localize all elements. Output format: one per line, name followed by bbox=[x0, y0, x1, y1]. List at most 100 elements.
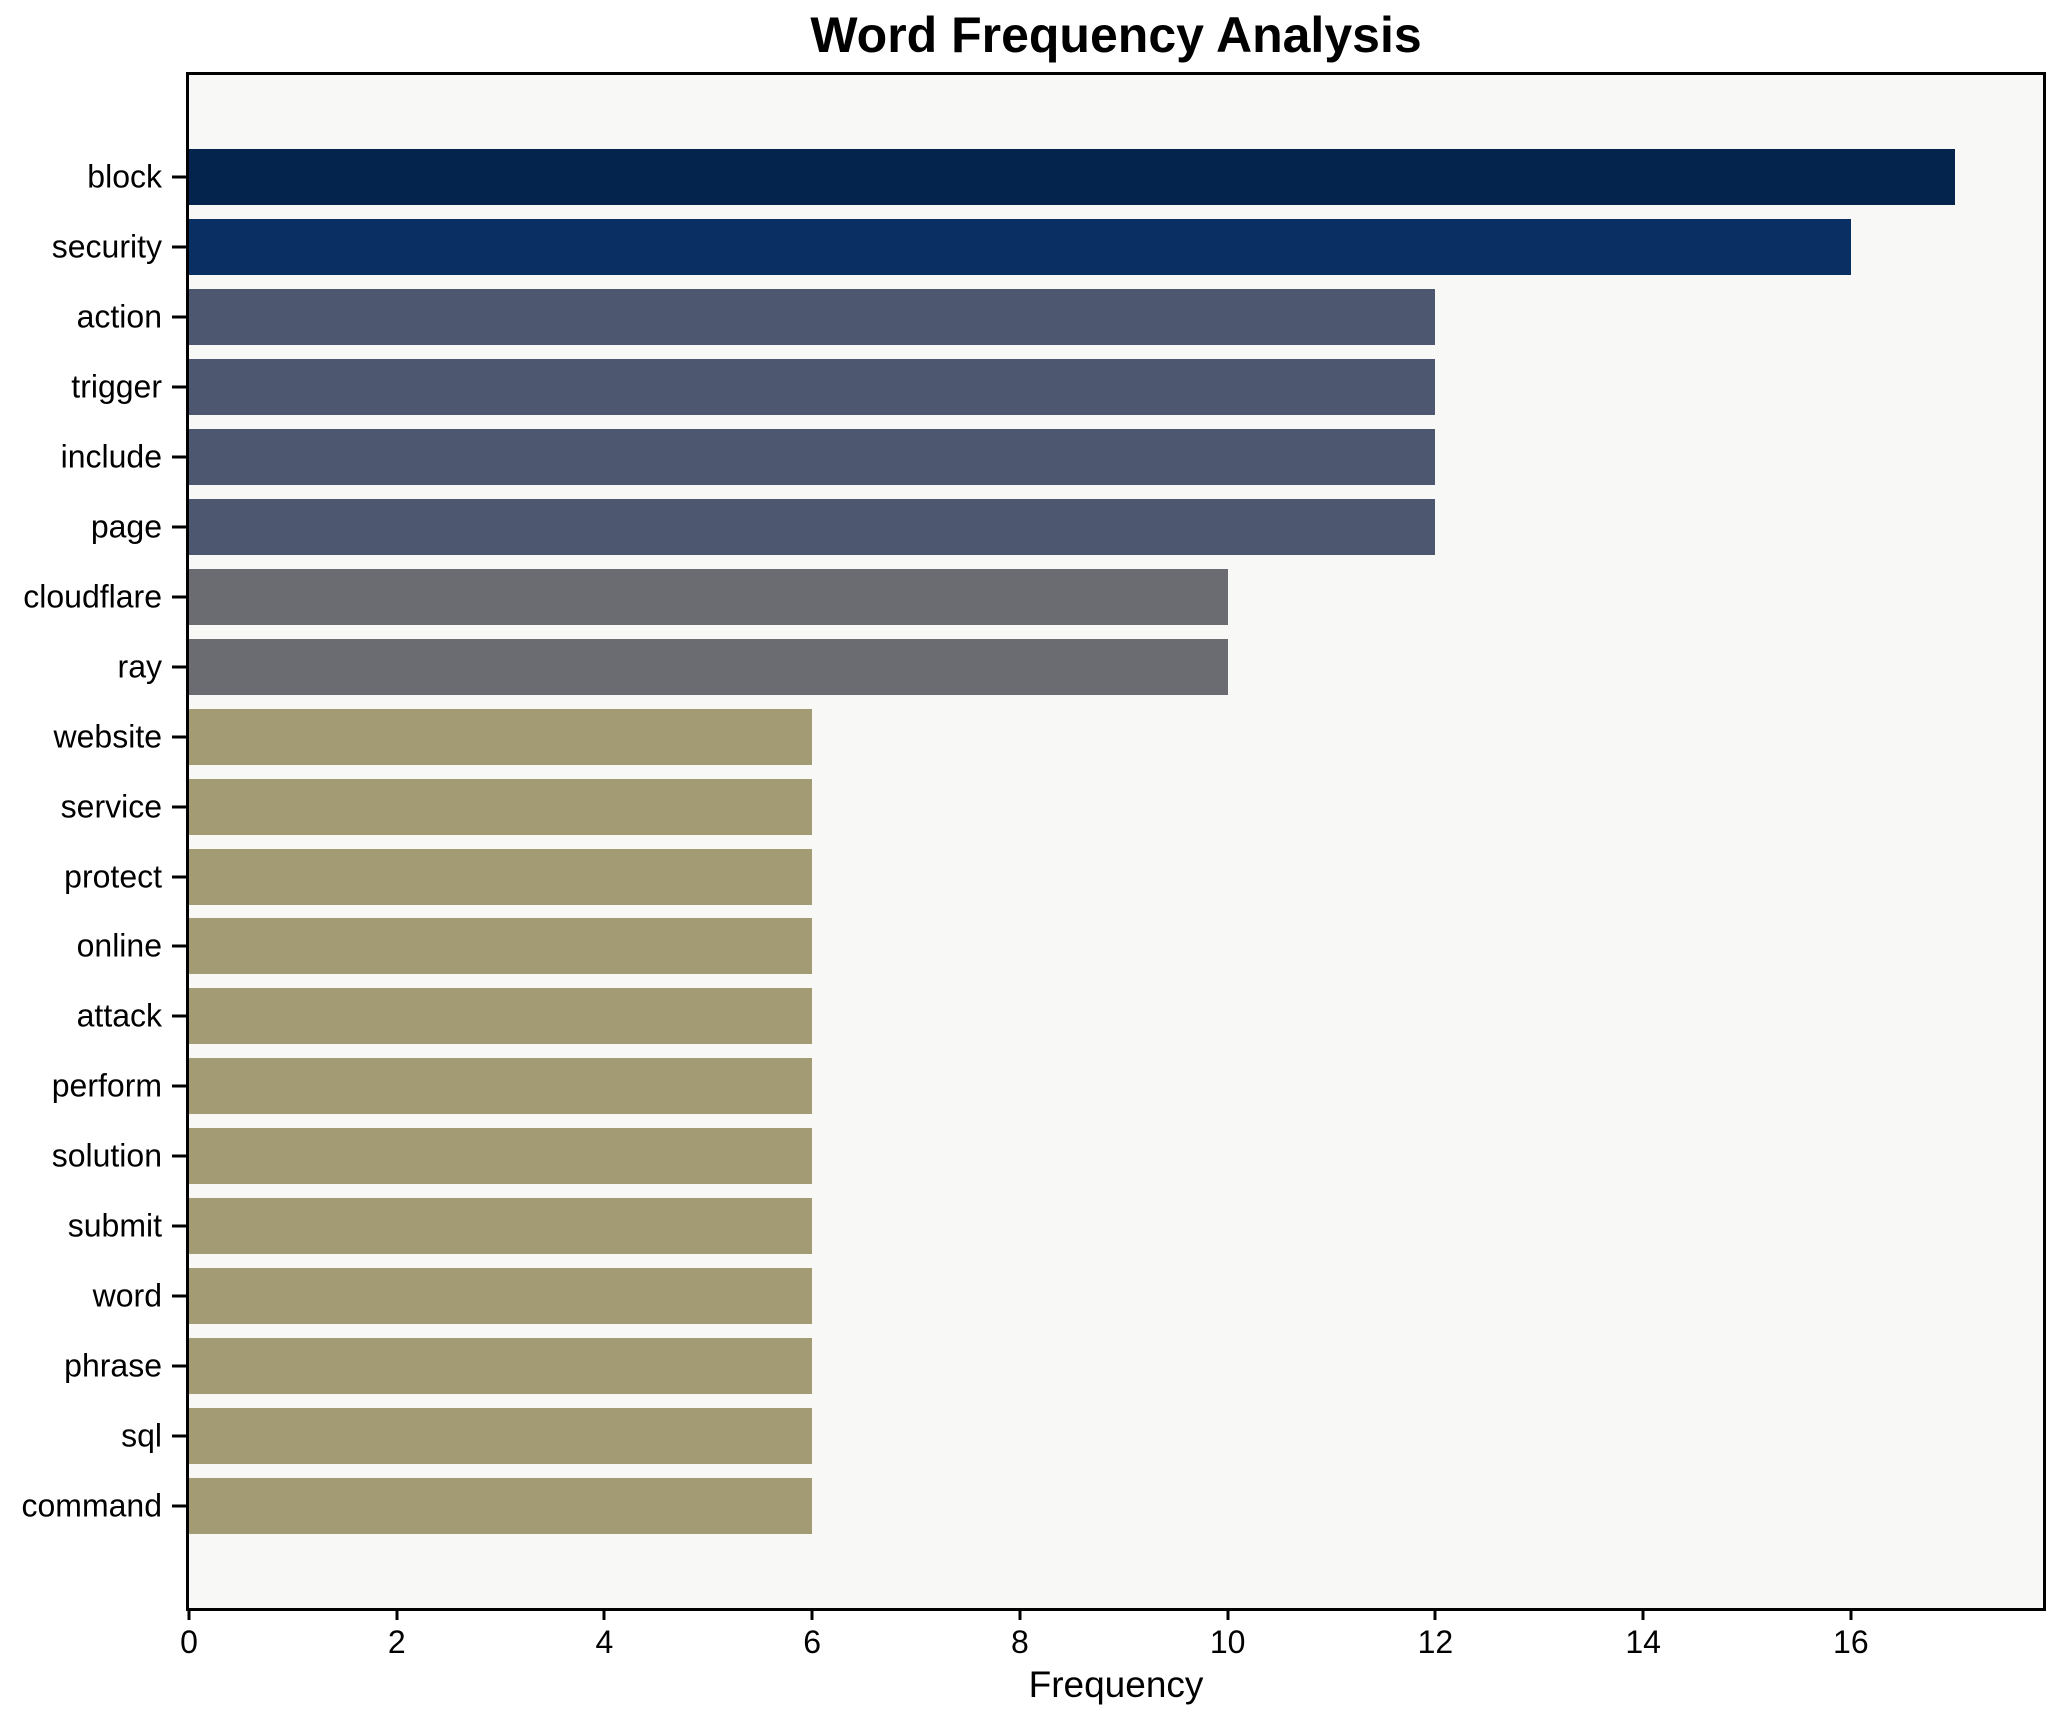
frequency-bar bbox=[189, 778, 813, 835]
y-tick-mark bbox=[172, 315, 186, 319]
y-tick-mark bbox=[172, 1364, 186, 1368]
frequency-bar bbox=[189, 498, 1436, 555]
y-tick-label: online bbox=[76, 927, 162, 964]
x-tick-mark bbox=[1641, 1608, 1645, 1620]
y-tick-mark bbox=[172, 805, 186, 809]
y-tick-mark bbox=[172, 595, 186, 599]
y-tick-label: block bbox=[87, 158, 162, 195]
y-tick-label: security bbox=[51, 228, 162, 265]
bar-row: submit bbox=[68, 1191, 2043, 1261]
frequency-bar bbox=[189, 708, 813, 765]
y-tick-label: cloudflare bbox=[23, 578, 162, 615]
y-tick-mark bbox=[172, 1294, 186, 1298]
bar-row: include bbox=[61, 422, 2043, 492]
y-tick-mark bbox=[172, 1154, 186, 1158]
x-tick-label: 12 bbox=[1417, 1624, 1454, 1660]
bar-row: solution bbox=[52, 1121, 2043, 1191]
y-tick-label: word bbox=[92, 1277, 162, 1314]
bar-row: security bbox=[52, 212, 2043, 282]
y-tick-label: phrase bbox=[64, 1347, 162, 1384]
frequency-bar bbox=[189, 1338, 813, 1395]
bar-row: online bbox=[77, 911, 2043, 981]
y-tick-mark bbox=[172, 1504, 186, 1508]
bar-row: attack bbox=[77, 981, 2043, 1051]
y-tick-mark bbox=[172, 1014, 186, 1018]
y-tick-mark bbox=[172, 944, 186, 948]
y-tick-mark bbox=[172, 245, 186, 249]
x-tick-label: 16 bbox=[1833, 1624, 1869, 1660]
y-tick-label: website bbox=[53, 718, 163, 755]
x-axis-label: Frequency bbox=[1028, 1664, 1204, 1705]
frequency-bar bbox=[189, 1128, 813, 1185]
x-tick-label: 4 bbox=[595, 1624, 614, 1660]
y-tick-label: attack bbox=[76, 997, 162, 1034]
bar-row: action bbox=[77, 282, 2043, 352]
bar-rows-container: block security action trigger include page clo… bbox=[22, 75, 2043, 1608]
y-tick-label: trigger bbox=[71, 368, 162, 405]
x-tick-label: 10 bbox=[1209, 1624, 1246, 1660]
x-tick-label: 0 bbox=[180, 1624, 198, 1660]
frequency-bar bbox=[189, 988, 813, 1045]
bar-row: perform bbox=[52, 1051, 2043, 1121]
y-tick-mark bbox=[172, 525, 186, 529]
frequency-bar bbox=[189, 638, 1228, 695]
plot-area: block security action trigger include page clo… bbox=[22, 72, 2046, 1660]
y-tick-mark bbox=[172, 1434, 186, 1438]
y-tick-label: command bbox=[21, 1487, 163, 1524]
y-tick-label: sql bbox=[121, 1417, 162, 1454]
frequency-bar bbox=[189, 358, 1436, 415]
bar-row: website bbox=[54, 702, 2043, 772]
x-tick-label: 2 bbox=[387, 1624, 406, 1660]
y-tick-mark bbox=[172, 175, 186, 179]
frequency-bar bbox=[189, 218, 1851, 275]
y-tick-mark bbox=[172, 665, 186, 669]
frequency-bar bbox=[189, 1408, 813, 1465]
y-tick-label: protect bbox=[64, 858, 162, 894]
chart-title: Word Frequency Analysis bbox=[810, 7, 1422, 63]
x-tick-mark bbox=[187, 1608, 191, 1620]
frequency-bar bbox=[189, 1478, 813, 1535]
bar-row: ray bbox=[118, 632, 2043, 702]
bar-row: command bbox=[22, 1471, 2043, 1541]
x-tick-mark bbox=[1226, 1608, 1230, 1620]
frequency-bar bbox=[189, 288, 1436, 345]
x-tick-label: 14 bbox=[1625, 1624, 1661, 1660]
frequency-bar bbox=[189, 1058, 813, 1115]
frequency-bar bbox=[189, 428, 1436, 485]
y-tick-mark bbox=[172, 385, 186, 389]
bar-row: phrase bbox=[64, 1331, 2043, 1401]
bar-row: protect bbox=[64, 842, 2043, 912]
frequency-bar bbox=[189, 918, 813, 975]
bar-row: trigger bbox=[71, 352, 2043, 422]
bar-row: cloudflare bbox=[23, 562, 2043, 632]
y-tick-mark bbox=[172, 875, 186, 878]
y-tick-label: action bbox=[76, 298, 162, 335]
x-tick-mark bbox=[1433, 1608, 1437, 1620]
y-tick-label: solution bbox=[51, 1137, 162, 1174]
x-tick-mark bbox=[395, 1608, 399, 1620]
y-tick-label: perform bbox=[51, 1067, 162, 1104]
bar-row: page bbox=[91, 492, 2043, 562]
y-tick-label: ray bbox=[117, 648, 162, 685]
frequency-bar bbox=[189, 148, 1955, 205]
x-tick-mark bbox=[1849, 1608, 1853, 1620]
y-tick-label: service bbox=[60, 788, 162, 825]
bar-row: block bbox=[87, 142, 2043, 212]
y-tick-label: include bbox=[60, 438, 162, 475]
y-tick-mark bbox=[172, 1084, 186, 1088]
y-tick-label: page bbox=[90, 508, 162, 545]
frequency-bar bbox=[189, 1268, 813, 1325]
x-tick-label: 8 bbox=[1011, 1624, 1029, 1660]
x-tick-mark bbox=[810, 1608, 814, 1620]
x-tick-label: 6 bbox=[803, 1624, 822, 1660]
x-tick-mark bbox=[1018, 1608, 1022, 1620]
y-tick-label: submit bbox=[67, 1207, 162, 1244]
frequency-bar bbox=[189, 568, 1228, 625]
y-tick-mark bbox=[172, 735, 186, 739]
frequency-bar bbox=[189, 1198, 813, 1255]
x-tick-mark bbox=[602, 1608, 606, 1620]
bar-row: word bbox=[93, 1261, 2043, 1331]
bar-row: service bbox=[61, 772, 2043, 842]
y-tick-mark bbox=[172, 455, 186, 459]
